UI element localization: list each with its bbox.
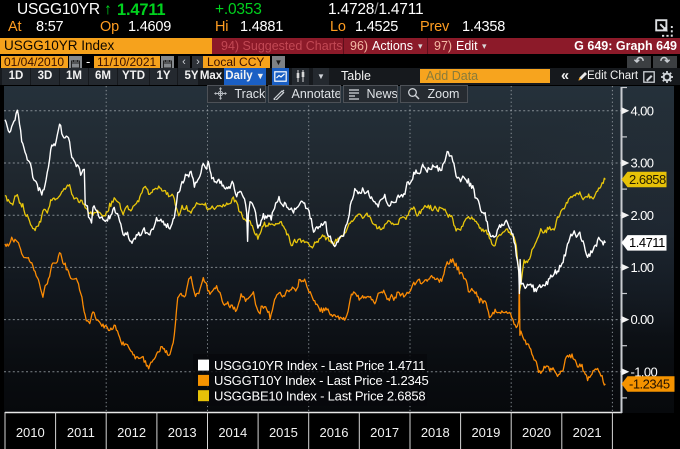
svg-text:2013: 2013 xyxy=(168,425,197,440)
svg-text:USGGT10Y Index - Last Price -1: USGGT10Y Index - Last Price -1.2345 xyxy=(214,373,429,388)
svg-text:1.4711: 1.4711 xyxy=(629,235,665,250)
svg-text:2015: 2015 xyxy=(269,425,298,440)
svg-text:2010: 2010 xyxy=(16,425,45,440)
svg-text:2017: 2017 xyxy=(370,425,399,440)
svg-text:1.00: 1.00 xyxy=(631,260,654,275)
svg-text:2012: 2012 xyxy=(117,425,146,440)
svg-text:0.00: 0.00 xyxy=(631,312,654,327)
svg-text:2016: 2016 xyxy=(320,425,349,440)
svg-text:2019: 2019 xyxy=(471,425,500,440)
svg-text:4.00: 4.00 xyxy=(631,103,654,118)
svg-text:USGG10YR Index - Last Price 1.: USGG10YR Index - Last Price 1.4711 xyxy=(214,358,425,373)
svg-text:2014: 2014 xyxy=(218,425,247,440)
svg-text:2011: 2011 xyxy=(67,425,95,440)
svg-text:3.00: 3.00 xyxy=(631,156,654,171)
svg-text:-1.2345: -1.2345 xyxy=(629,376,670,391)
svg-text:2.6858: 2.6858 xyxy=(629,172,666,187)
svg-text:2018: 2018 xyxy=(421,425,450,440)
svg-text:2021: 2021 xyxy=(573,425,602,440)
svg-text:2020: 2020 xyxy=(522,425,551,440)
svg-text:2.00: 2.00 xyxy=(631,208,654,223)
svg-text:USGGBE10 Index - Last Price 2.: USGGBE10 Index - Last Price 2.6858 xyxy=(214,388,425,403)
svg-text:-1.00: -1.00 xyxy=(631,364,658,379)
